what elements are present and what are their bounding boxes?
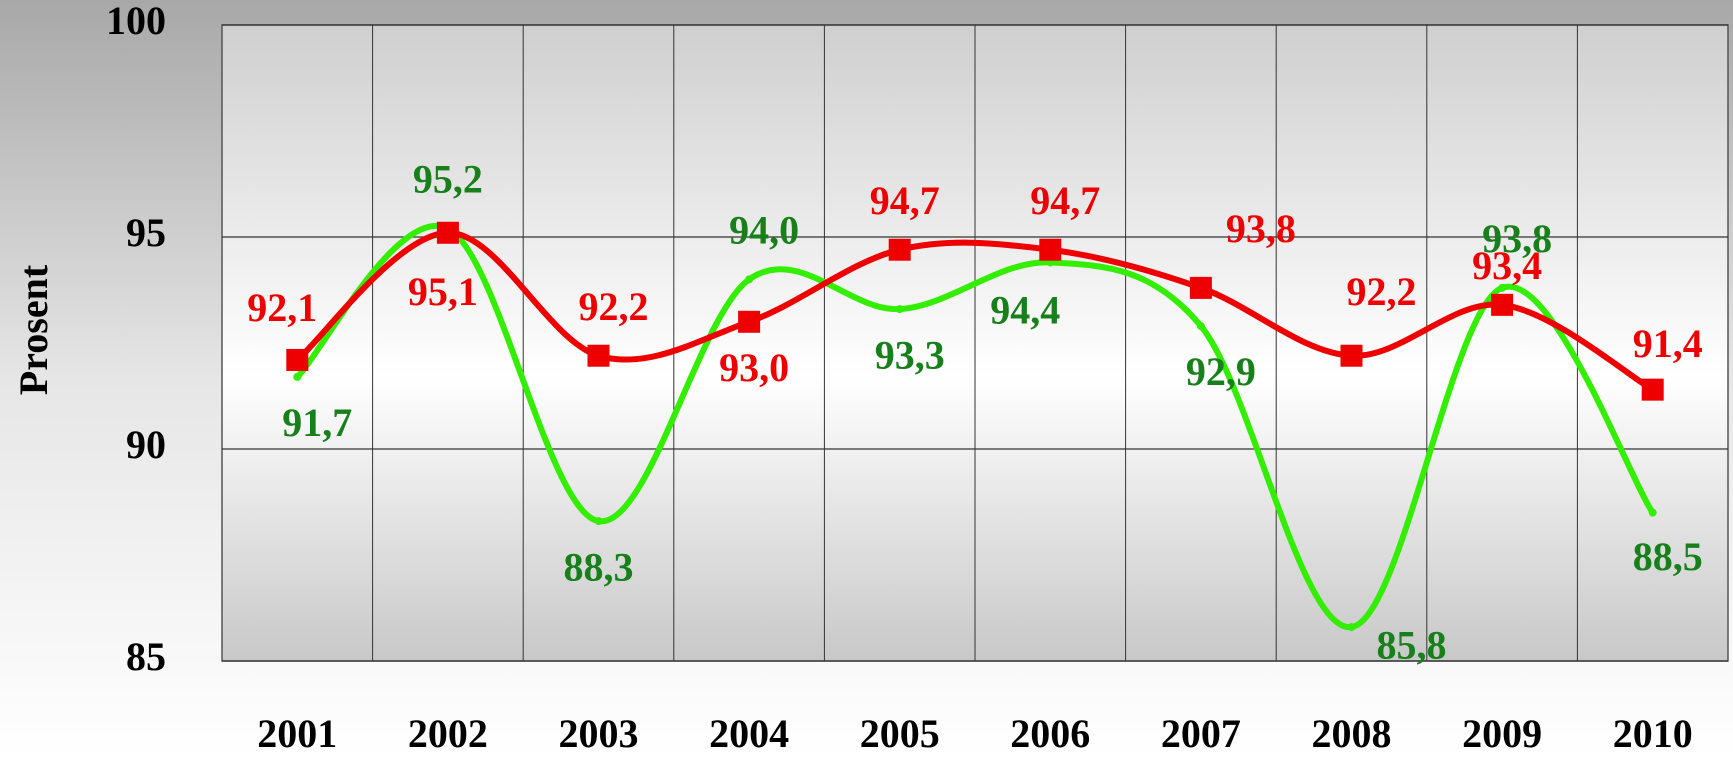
series-line: [295, 229, 1655, 393]
data-label: 94,4: [990, 288, 1060, 333]
data-label: 85,8: [1377, 622, 1447, 667]
x-tick-label: 2002: [408, 711, 488, 756]
data-label: 91,4: [1633, 321, 1703, 366]
data-label: 95,1: [408, 269, 478, 314]
x-tick-label: 2008: [1312, 711, 1392, 756]
data-label: 93,3: [875, 332, 945, 377]
marker: [1648, 508, 1657, 517]
marker: [1641, 378, 1664, 401]
marker: [888, 238, 911, 261]
data-label: 93,8: [1482, 216, 1552, 261]
x-tick-label: 2001: [257, 711, 337, 756]
x-tick-label: 2004: [709, 711, 789, 756]
data-label: 92,1: [247, 285, 317, 330]
data-label: 88,3: [564, 544, 634, 589]
x-tick-label: 2003: [559, 711, 639, 756]
y-tick-label: 95: [126, 210, 166, 255]
marker: [1196, 322, 1205, 331]
data-label: 88,5: [1633, 534, 1703, 579]
x-tick-label: 2010: [1613, 711, 1693, 756]
y-tick-label: 100: [106, 0, 166, 43]
y-tick-label: 90: [126, 422, 166, 467]
data-label: 91,7: [282, 400, 352, 445]
data-label: 95,2: [413, 157, 483, 202]
marker: [436, 221, 459, 244]
marker: [895, 305, 904, 314]
x-tick-label: 2005: [860, 711, 940, 756]
y-tick-label: 85: [126, 634, 166, 679]
data-label: 93,4: [1472, 243, 1542, 288]
marker: [1498, 283, 1507, 292]
marker: [1347, 623, 1356, 632]
x-tick-label: 2007: [1161, 711, 1241, 756]
x-tick-label: 2006: [1010, 711, 1090, 756]
x-tick-label: 2009: [1462, 711, 1542, 756]
marker: [1039, 238, 1062, 261]
y-axis-label: Prosent: [11, 264, 56, 395]
marker: [286, 348, 309, 371]
marker: [293, 372, 302, 381]
data-label: 92,2: [579, 284, 649, 329]
marker: [1340, 344, 1363, 367]
marker: [745, 275, 754, 284]
series-line: [295, 223, 1656, 631]
marker: [594, 517, 603, 526]
data-label: 94,7: [1030, 178, 1100, 223]
marker: [1491, 293, 1514, 316]
marker: [738, 310, 761, 333]
data-label: 92,2: [1347, 269, 1417, 314]
data-label: 94,0: [729, 208, 799, 253]
marker: [587, 344, 610, 367]
data-label: 94,7: [870, 178, 940, 223]
data-label: 93,0: [719, 345, 789, 390]
data-label: 93,8: [1226, 206, 1296, 251]
marker: [1189, 276, 1212, 299]
data-label: 92,9: [1186, 349, 1256, 394]
